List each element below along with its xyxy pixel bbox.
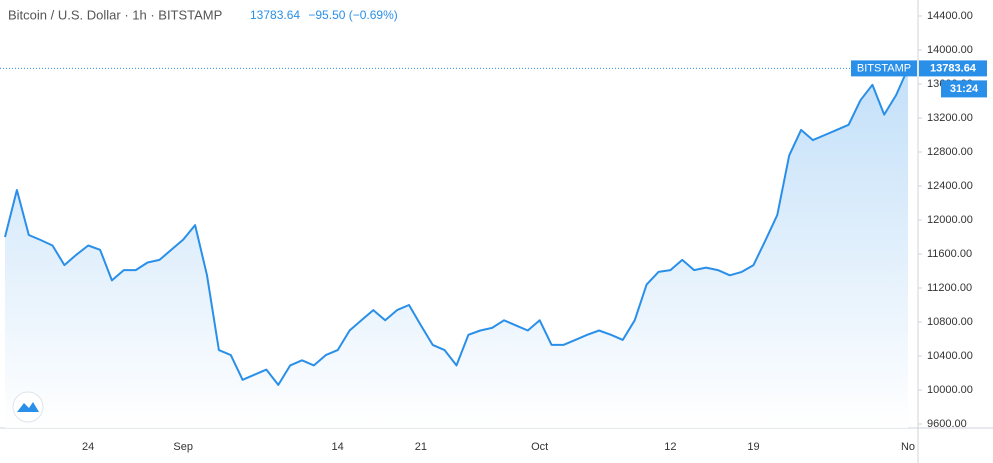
plot-area <box>4 67 909 428</box>
y-tick-label: 12400.00 <box>927 180 973 192</box>
countdown: 31:24 <box>950 83 979 95</box>
chart-title: Bitcoin / U.S. Dollar · 1h · BITSTAMP <box>8 7 222 22</box>
price-tag: 13783.64 <box>930 62 977 74</box>
y-tick-label: 11200.00 <box>927 282 972 294</box>
price-line <box>4 67 909 386</box>
y-tick-label: 10800.00 <box>927 316 973 328</box>
x-tick-label: 24 <box>82 441 94 453</box>
y-tick-label: 11600.00 <box>927 248 972 260</box>
y-tick-label: 10000.00 <box>927 384 973 396</box>
x-tick-label: Sep <box>173 441 193 453</box>
y-tick-label: 12000.00 <box>927 214 973 226</box>
y-tick-label: 13200.00 <box>927 112 973 124</box>
y-tick-label: 9600.00 <box>927 418 967 430</box>
y-tick-label: 14400.00 <box>927 10 973 22</box>
x-tick-label: Oct <box>531 441 548 453</box>
x-tick-label: 12 <box>664 441 676 453</box>
y-tick-label: 14000.00 <box>927 44 973 56</box>
y-tick-label: 12800.00 <box>927 146 973 158</box>
header-change: −95.50 (−0.69%) <box>308 8 397 22</box>
countdown-bg <box>941 80 987 98</box>
header-price: 13783.64 <box>250 8 300 22</box>
price-tag-bg <box>919 60 987 77</box>
series-tag: BITSTAMP <box>857 62 911 74</box>
x-tick-label: 14 <box>332 441 344 453</box>
logo[interactable] <box>12 391 44 423</box>
y-tick-label: 10400.00 <box>927 350 973 362</box>
area-fill <box>5 68 908 428</box>
x-tick-label: 21 <box>415 441 427 453</box>
series-tag-bg <box>851 60 917 77</box>
x-tick-label: No <box>901 441 915 453</box>
x-tick-label: 19 <box>747 441 759 453</box>
